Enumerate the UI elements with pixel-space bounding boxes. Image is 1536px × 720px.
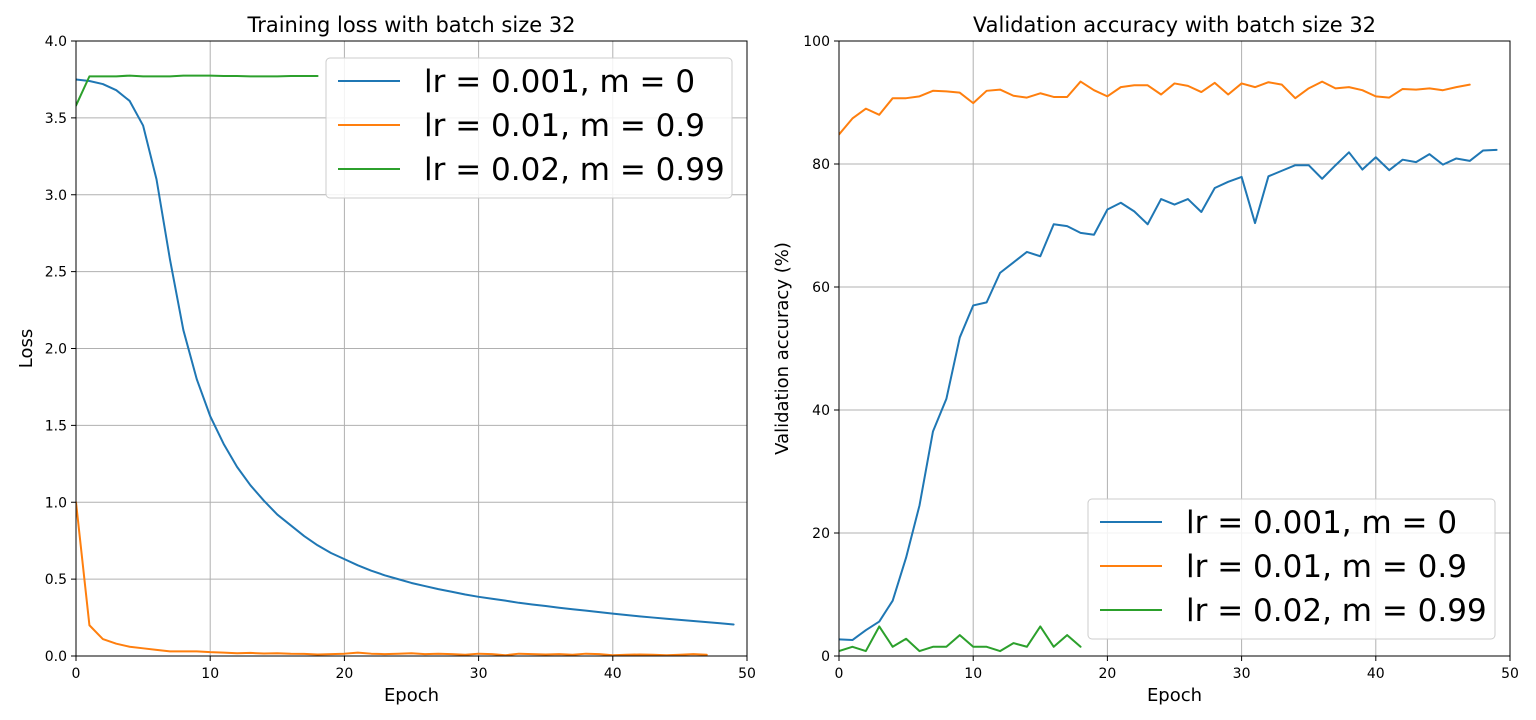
legend-box [1087,498,1496,640]
y-tick-label: 1.5 [45,418,67,434]
x-tick-label: 40 [1367,666,1385,682]
chart-title: Validation accuracy with batch size 32 [973,13,1376,37]
training-loss-chart: 0 10 20 30 40 50 0.0 0.5 1.0 1.5 2.0 2.5 3.0 3.5 4.0 Tr… [16,13,756,706]
y-tick-label: 0 [821,649,830,665]
series-line-2 [76,501,708,656]
x-axis-label: Epoch [384,685,439,706]
series-group [839,80,1498,653]
x-tick-label: 50 [1501,666,1519,682]
y-tick-label: 0.0 [45,649,67,665]
x-tick-label: 20 [1098,666,1116,682]
series-group [76,74,735,656]
y-tick-label: 3.0 [45,188,67,204]
y-axis-label: Loss [16,329,37,368]
validation-accuracy-chart: 0 10 20 30 40 50 0 20 40 60 80 100 Validation accura… [772,13,1519,706]
legend: lr = 0.001, m = 0 lr = 0.01, m = 0.9 lr = … [1087,498,1496,640]
x-tick-label: 50 [738,666,756,682]
x-tick-label: 0 [835,666,844,682]
legend: lr = 0.001, m = 0 lr = 0.01, m = 0.9 lr = … [325,57,733,199]
y-tick-label: 80 [812,157,830,173]
y-axis-label: Validation accuracy (%) [772,242,793,455]
legend-box [325,57,733,199]
y-tick-label: 0.5 [45,572,67,588]
y-tick-label: 100 [803,34,830,50]
series-line-1 [76,78,735,626]
legend-entry: lr = 0.02, m = 0.99 [1186,593,1487,629]
y-tick-label: 1.0 [45,495,67,511]
x-tick-label: 0 [72,666,81,682]
x-tick-label: 30 [1233,666,1251,682]
legend-entry: lr = 0.001, m = 0 [424,64,695,100]
y-tick-label: 2.0 [45,342,67,358]
y-tick-label: 60 [812,280,830,296]
series-line-1 [839,148,1498,642]
y-tick-label: 20 [812,526,830,542]
x-tick-label: 40 [604,666,622,682]
x-tick-label: 10 [201,666,219,682]
legend-entry: lr = 0.01, m = 0.9 [424,108,705,144]
y-tick-label: 3.5 [45,111,67,127]
y-tick-label: 40 [812,403,830,419]
x-tick-label: 10 [964,666,982,682]
series-line-3 [839,625,1082,653]
series-line-3 [76,74,319,107]
x-tick-label: 20 [335,666,353,682]
plot-frame [838,40,1511,657]
y-tick-label: 4.0 [45,34,67,50]
legend-entry: lr = 0.01, m = 0.9 [1186,549,1467,585]
y-tick-label: 2.5 [45,265,67,281]
x-axis-label: Epoch [1147,685,1202,706]
x-tick-label: 30 [470,666,488,682]
series-line-2 [839,80,1471,136]
legend-entry: lr = 0.001, m = 0 [1186,505,1457,541]
legend-entry: lr = 0.02, m = 0.99 [424,152,725,188]
chart-title: Training loss with batch size 32 [246,13,575,37]
